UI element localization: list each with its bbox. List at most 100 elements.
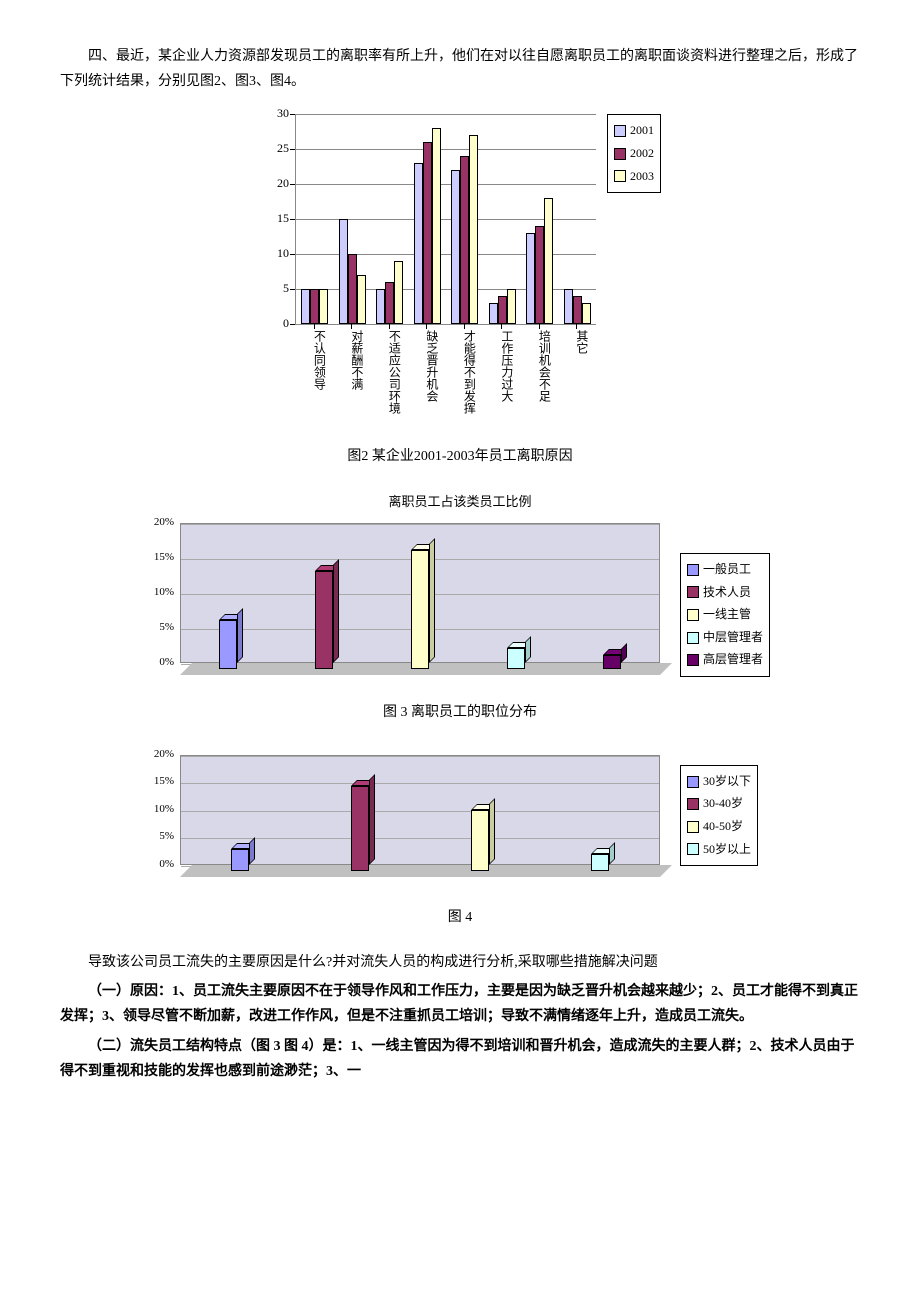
bar-side (237, 608, 243, 663)
bar-side (429, 538, 435, 663)
legend-item: 2002 (614, 143, 654, 165)
bar (469, 135, 478, 324)
legend-swatch (687, 609, 699, 621)
legend-item: 2003 (614, 166, 654, 188)
x-category-label: 工作压力过大 (495, 330, 517, 402)
bar (582, 303, 591, 324)
bar (348, 254, 357, 324)
gridline (181, 756, 659, 757)
bar (394, 261, 403, 324)
y-tick-label: 25 (267, 139, 289, 161)
y-tick-label: 20% (146, 745, 174, 765)
chart-legend: 一般员工技术人员一线主管中层管理者高层管理者 (680, 553, 770, 677)
legend-label: 40-50岁 (703, 816, 743, 838)
legend-swatch (687, 632, 699, 644)
legend-label: 2001 (630, 120, 654, 142)
bar (564, 289, 573, 324)
legend-swatch (687, 776, 699, 788)
legend-swatch (614, 170, 626, 182)
chart-1-container: 051015202530不认同领导对薪酬不满不适应公司环境缺乏晋升机会才能得不到… (245, 104, 675, 434)
y-tick-mark (290, 184, 295, 185)
y-tick-label: 15 (267, 209, 289, 231)
chart-1-legend: 200120022003 (607, 114, 661, 193)
answer-2: （二）流失员工结构特点（图 3 图 4）是：1、一线主管因为得不到培训和晋升机会… (60, 1034, 860, 1084)
x-tick-mark (576, 324, 577, 329)
gridline (181, 524, 659, 525)
bar (301, 289, 310, 324)
x-category-label: 才能得不到发挥 (458, 330, 480, 414)
x-category-label: 不适应公司环境 (383, 330, 405, 414)
gridline (296, 184, 596, 185)
legend-item: 30岁以下 (687, 771, 751, 793)
y-tick-mark (290, 114, 295, 115)
bar (376, 289, 385, 324)
legend-label: 30岁以下 (703, 771, 751, 793)
y-tick-mark (290, 149, 295, 150)
legend-label: 50岁以上 (703, 839, 751, 861)
intro-paragraph: 四、最近，某企业人力资源部发现员工的离职率有所上升，他们在对以往自愿离职员工的离… (60, 44, 860, 94)
chart-2-caption: 图 3 离职员工的职位分布 (60, 700, 860, 725)
legend-item: 技术人员 (687, 582, 763, 604)
x-tick-mark (501, 324, 502, 329)
gridline (181, 811, 659, 812)
chart-3-caption: 图 4 (60, 905, 860, 930)
legend-label: 中层管理者 (703, 627, 763, 649)
chart-legend: 30岁以下30-40岁40-50岁50岁以上 (680, 765, 758, 866)
legend-item: 高层管理者 (687, 649, 763, 671)
bar (357, 275, 366, 324)
bar (460, 156, 469, 324)
y-tick-label: 5% (146, 827, 174, 847)
y-tick-label: 10% (146, 800, 174, 820)
gridline (296, 149, 596, 150)
bar (507, 289, 516, 324)
bar (351, 786, 369, 871)
bar (591, 854, 609, 871)
y-tick-label: 10% (146, 583, 174, 603)
chart-1-plot (295, 114, 596, 325)
legend-item: 2001 (614, 120, 654, 142)
legend-swatch (687, 843, 699, 855)
bar-side (369, 774, 375, 865)
y-tick-mark (290, 324, 295, 325)
legend-item: 50岁以上 (687, 839, 751, 861)
y-tick-mark (290, 219, 295, 220)
legend-label: 高层管理者 (703, 649, 763, 671)
y-tick-label: 0 (267, 314, 289, 336)
bar (544, 198, 553, 324)
bar (315, 571, 333, 669)
y-tick-label: 20 (267, 174, 289, 196)
bar (411, 550, 429, 669)
legend-item: 一线主管 (687, 604, 763, 626)
legend-label: 30-40岁 (703, 793, 743, 815)
legend-label: 技术人员 (703, 582, 751, 604)
y-tick-label: 15% (146, 772, 174, 792)
chart-1-caption: 图2 某企业2001-2003年员工离职原因 (60, 444, 860, 469)
y-tick-mark (290, 289, 295, 290)
bar (319, 289, 328, 324)
bar (498, 296, 507, 324)
x-category-label: 缺乏晋升机会 (420, 330, 442, 402)
gridline (296, 114, 596, 115)
bar (451, 170, 460, 324)
y-tick-label: 10 (267, 244, 289, 266)
legend-swatch (614, 148, 626, 160)
x-tick-mark (351, 324, 352, 329)
bar-side (333, 559, 339, 663)
bar (219, 620, 237, 669)
bar (603, 655, 621, 669)
chart-3-container: 0% 5% 10% 15% 20% 30岁以下30-40岁40-50岁50岁以上 (120, 745, 800, 895)
question-paragraph: 导致该公司员工流失的主要原因是什么?并对流失人员的构成进行分析,采取哪些措施解决… (60, 950, 860, 975)
bar (310, 289, 319, 324)
y-tick-label: 20% (146, 513, 174, 533)
y-tick-label: 0% (146, 855, 174, 875)
bar (423, 142, 432, 324)
x-tick-mark (539, 324, 540, 329)
bar (573, 296, 582, 324)
legend-item: 30-40岁 (687, 793, 751, 815)
bar (231, 849, 249, 871)
legend-label: 2002 (630, 143, 654, 165)
bar (507, 648, 525, 669)
bar (432, 128, 441, 324)
bar (414, 163, 423, 324)
gridline (296, 324, 596, 325)
